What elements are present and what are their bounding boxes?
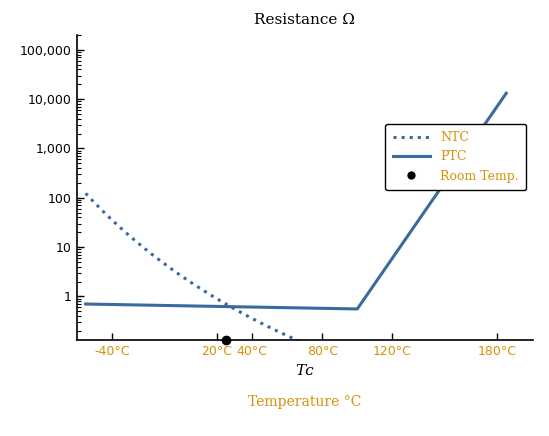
Line: NTC: NTC (86, 193, 506, 346)
Legend: NTC, PTC, Room Temp.: NTC, PTC, Room Temp. (385, 124, 526, 190)
Title: Resistance Ω: Resistance Ω (254, 13, 355, 27)
PTC (495, 102, 501, 108)
NTC (82, 191, 89, 196)
NTC (450, 343, 456, 348)
PTC (503, 91, 509, 96)
NTC (155, 257, 162, 262)
NTC (130, 237, 137, 242)
PTC (82, 301, 89, 307)
Text: Tᴄ: Tᴄ (295, 364, 314, 378)
PTC (244, 304, 250, 310)
PTC (354, 307, 361, 312)
NTC (262, 323, 268, 328)
NTC (495, 343, 501, 348)
NTC (306, 343, 313, 348)
PTC (130, 302, 137, 307)
PTC (155, 303, 162, 308)
Text: Temperature °C: Temperature °C (248, 395, 361, 409)
PTC (262, 305, 268, 310)
NTC (503, 343, 509, 348)
Line: PTC: PTC (86, 93, 506, 309)
PTC (450, 168, 456, 173)
NTC (244, 313, 250, 318)
